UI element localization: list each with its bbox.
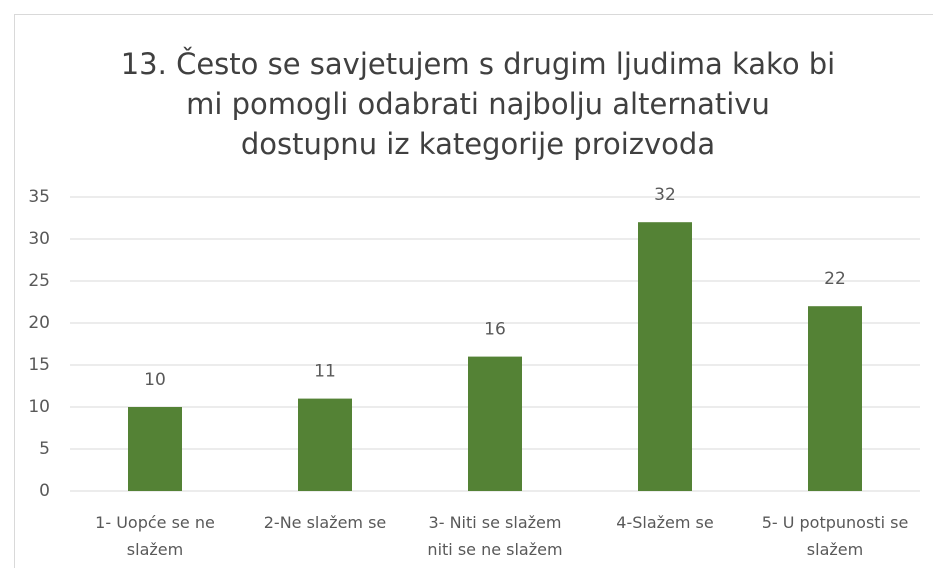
- x-tick-label: 2-Ne slažem se: [263, 513, 387, 532]
- bar: [128, 407, 182, 491]
- y-tick-label: 25: [28, 271, 50, 291]
- bar: [298, 398, 352, 491]
- bar: [638, 222, 692, 491]
- y-tick-label: 20: [28, 313, 50, 333]
- bar: [808, 306, 862, 491]
- bar: [468, 356, 522, 491]
- x-tick-label: 1- Uopće se ne slažem: [95, 513, 215, 559]
- data-label: 32: [654, 185, 676, 205]
- data-label: 10: [144, 370, 166, 390]
- y-tick-label: 35: [28, 187, 50, 207]
- x-tick-label: 5- U potpunosti se slažem: [761, 513, 909, 559]
- x-tick-label: 3- Niti se slažem niti se ne slažem: [427, 513, 563, 559]
- data-label: 11: [314, 362, 336, 382]
- y-tick-label: 5: [39, 439, 50, 459]
- data-label: 22: [824, 269, 846, 289]
- data-label: 16: [484, 320, 506, 340]
- y-tick-label: 0: [39, 481, 50, 501]
- y-tick-label: 30: [28, 229, 50, 249]
- x-tick-label: 4-Slažem se: [616, 513, 714, 532]
- y-tick-label: 15: [28, 355, 50, 375]
- chart-title: 13. Često se savjetujem s drugim ljudima…: [120, 47, 836, 161]
- y-tick-label: 10: [28, 397, 50, 417]
